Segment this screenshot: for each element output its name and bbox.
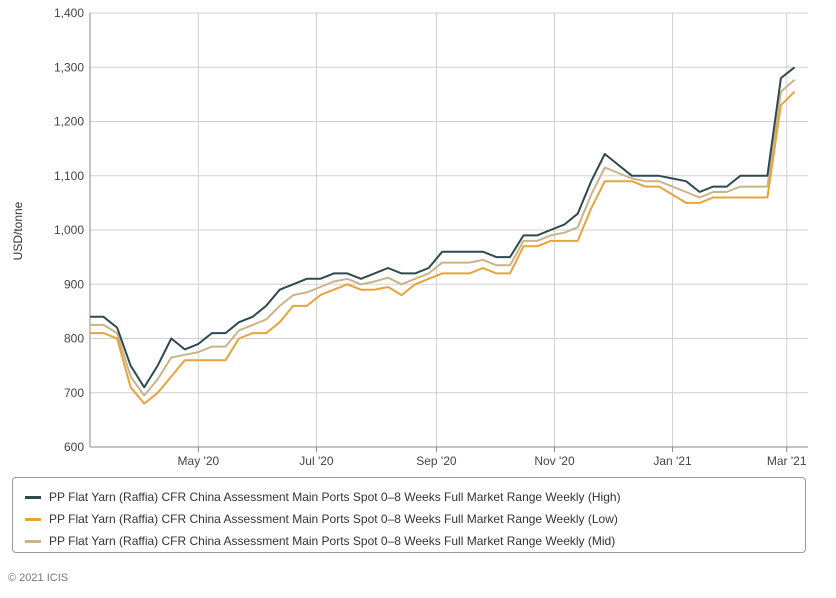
legend-swatch-high [25, 495, 41, 499]
y-tick-label: 600 [64, 440, 84, 454]
copyright-credit: © 2021 ICIS [8, 572, 69, 584]
line-chart: 600 700 800 900 1,000 1,100 1,200 1,300 1,400 May… [11, 6, 808, 468]
legend-swatch-mid [25, 539, 41, 543]
y-tick-label: 900 [64, 277, 84, 291]
series-lines [90, 66, 796, 405]
legend-item-mid[interactable]: PP Flat Yarn (Raffia) CFR China Assessme… [25, 530, 805, 552]
y-tick-label: 1,100 [54, 169, 84, 183]
legend-label-mid: PP Flat Yarn (Raffia) CFR China Assessme… [49, 534, 616, 548]
legend-item-low[interactable]: PP Flat Yarn (Raffia) CFR China Assessme… [25, 508, 805, 530]
x-tick-label: Nov '20 [534, 454, 575, 468]
series-line-mid [90, 78, 796, 397]
grid-lines [90, 12, 808, 448]
x-tick-label: Jul '20 [299, 454, 334, 468]
legend: PP Flat Yarn (Raffia) CFR China Assessme… [12, 477, 806, 553]
legend-swatch-low [25, 517, 41, 521]
legend-item-high[interactable]: PP Flat Yarn (Raffia) CFR China Assessme… [25, 486, 805, 508]
legend-label-low: PP Flat Yarn (Raffia) CFR China Assessme… [49, 512, 618, 526]
legend-label-high: PP Flat Yarn (Raffia) CFR China Assessme… [49, 490, 621, 504]
x-tick-label: May '20 [178, 454, 220, 468]
axes: 600 700 800 900 1,000 1,100 1,200 1,300 1,400 May… [54, 6, 808, 468]
y-axis-title: USD/tonne [11, 201, 25, 260]
series-line-low [90, 90, 796, 405]
y-tick-label: 800 [64, 332, 84, 346]
y-tick-label: 1,400 [54, 6, 84, 20]
y-tick-label: 1,200 [54, 115, 84, 129]
series-line-high [90, 66, 796, 389]
x-tick-label: Sep '20 [416, 454, 457, 468]
x-tick-label: Jan '21 [653, 454, 692, 468]
y-tick-label: 1,300 [54, 60, 84, 74]
y-tick-label: 1,000 [54, 223, 84, 237]
y-tick-label: 700 [64, 386, 84, 400]
x-tick-label: Mar '21 [767, 454, 807, 468]
